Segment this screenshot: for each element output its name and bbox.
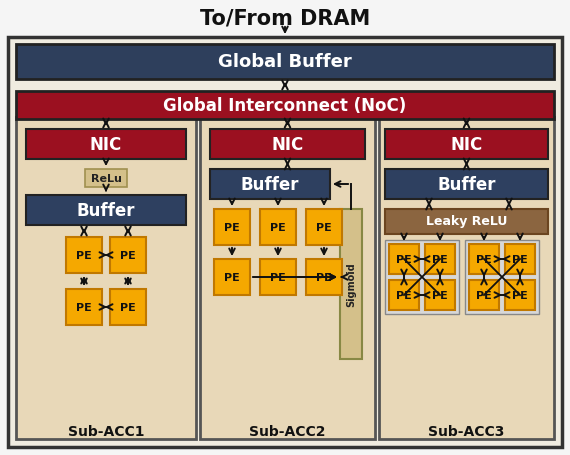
Text: Buffer: Buffer: [77, 202, 135, 219]
Text: PE: PE: [512, 290, 528, 300]
Text: PE: PE: [316, 273, 332, 283]
Bar: [306, 259, 342, 295]
Bar: [385, 210, 548, 234]
Text: NIC: NIC: [271, 136, 304, 154]
Text: PE: PE: [476, 290, 492, 300]
Bar: [306, 210, 342, 245]
Text: PE: PE: [432, 254, 448, 264]
Bar: [389, 280, 419, 310]
Bar: [16, 92, 554, 120]
Bar: [210, 170, 330, 200]
Bar: [214, 210, 250, 245]
Bar: [469, 280, 499, 310]
Text: PE: PE: [270, 273, 286, 283]
Text: Sub-ACC3: Sub-ACC3: [428, 424, 504, 438]
Bar: [505, 280, 535, 310]
Text: PE: PE: [270, 222, 286, 233]
Bar: [389, 244, 419, 274]
Text: PE: PE: [120, 302, 136, 312]
Bar: [210, 130, 365, 160]
Bar: [425, 280, 455, 310]
Bar: [26, 130, 186, 160]
Bar: [385, 241, 459, 314]
Bar: [85, 170, 127, 187]
Text: Buffer: Buffer: [241, 176, 299, 193]
Text: PE: PE: [396, 254, 412, 264]
Bar: [505, 244, 535, 274]
Text: PE: PE: [224, 222, 240, 233]
Bar: [16, 118, 196, 439]
Text: PE: PE: [512, 254, 528, 264]
Bar: [340, 210, 362, 359]
Bar: [110, 289, 146, 325]
Text: PE: PE: [224, 273, 240, 283]
Text: Global Interconnect (NoC): Global Interconnect (NoC): [164, 97, 406, 115]
Bar: [260, 210, 296, 245]
Text: Leaky ReLU: Leaky ReLU: [426, 215, 507, 228]
Bar: [469, 244, 499, 274]
Bar: [379, 118, 554, 439]
Bar: [385, 170, 548, 200]
Text: PE: PE: [432, 290, 448, 300]
Text: To/From DRAM: To/From DRAM: [200, 8, 370, 28]
Bar: [260, 259, 296, 295]
Text: Global Buffer: Global Buffer: [218, 53, 352, 71]
Bar: [16, 45, 554, 80]
Bar: [66, 289, 102, 325]
Text: PE: PE: [476, 254, 492, 264]
Text: Sigmoid: Sigmoid: [346, 262, 356, 307]
Bar: [465, 241, 539, 314]
Bar: [26, 196, 186, 226]
Bar: [8, 38, 562, 447]
Text: NIC: NIC: [90, 136, 122, 154]
Text: Sub-ACC1: Sub-ACC1: [68, 424, 144, 438]
Text: PE: PE: [76, 302, 92, 312]
Bar: [200, 118, 375, 439]
Text: PE: PE: [76, 250, 92, 260]
Text: Buffer: Buffer: [437, 176, 496, 193]
Text: Sub-ACC2: Sub-ACC2: [249, 424, 325, 438]
Text: PE: PE: [120, 250, 136, 260]
Text: PE: PE: [396, 290, 412, 300]
Bar: [425, 244, 455, 274]
Bar: [214, 259, 250, 295]
Text: ReLu: ReLu: [91, 174, 121, 184]
Bar: [66, 238, 102, 273]
Text: NIC: NIC: [450, 136, 483, 154]
Bar: [110, 238, 146, 273]
Bar: [385, 130, 548, 160]
Text: PE: PE: [316, 222, 332, 233]
